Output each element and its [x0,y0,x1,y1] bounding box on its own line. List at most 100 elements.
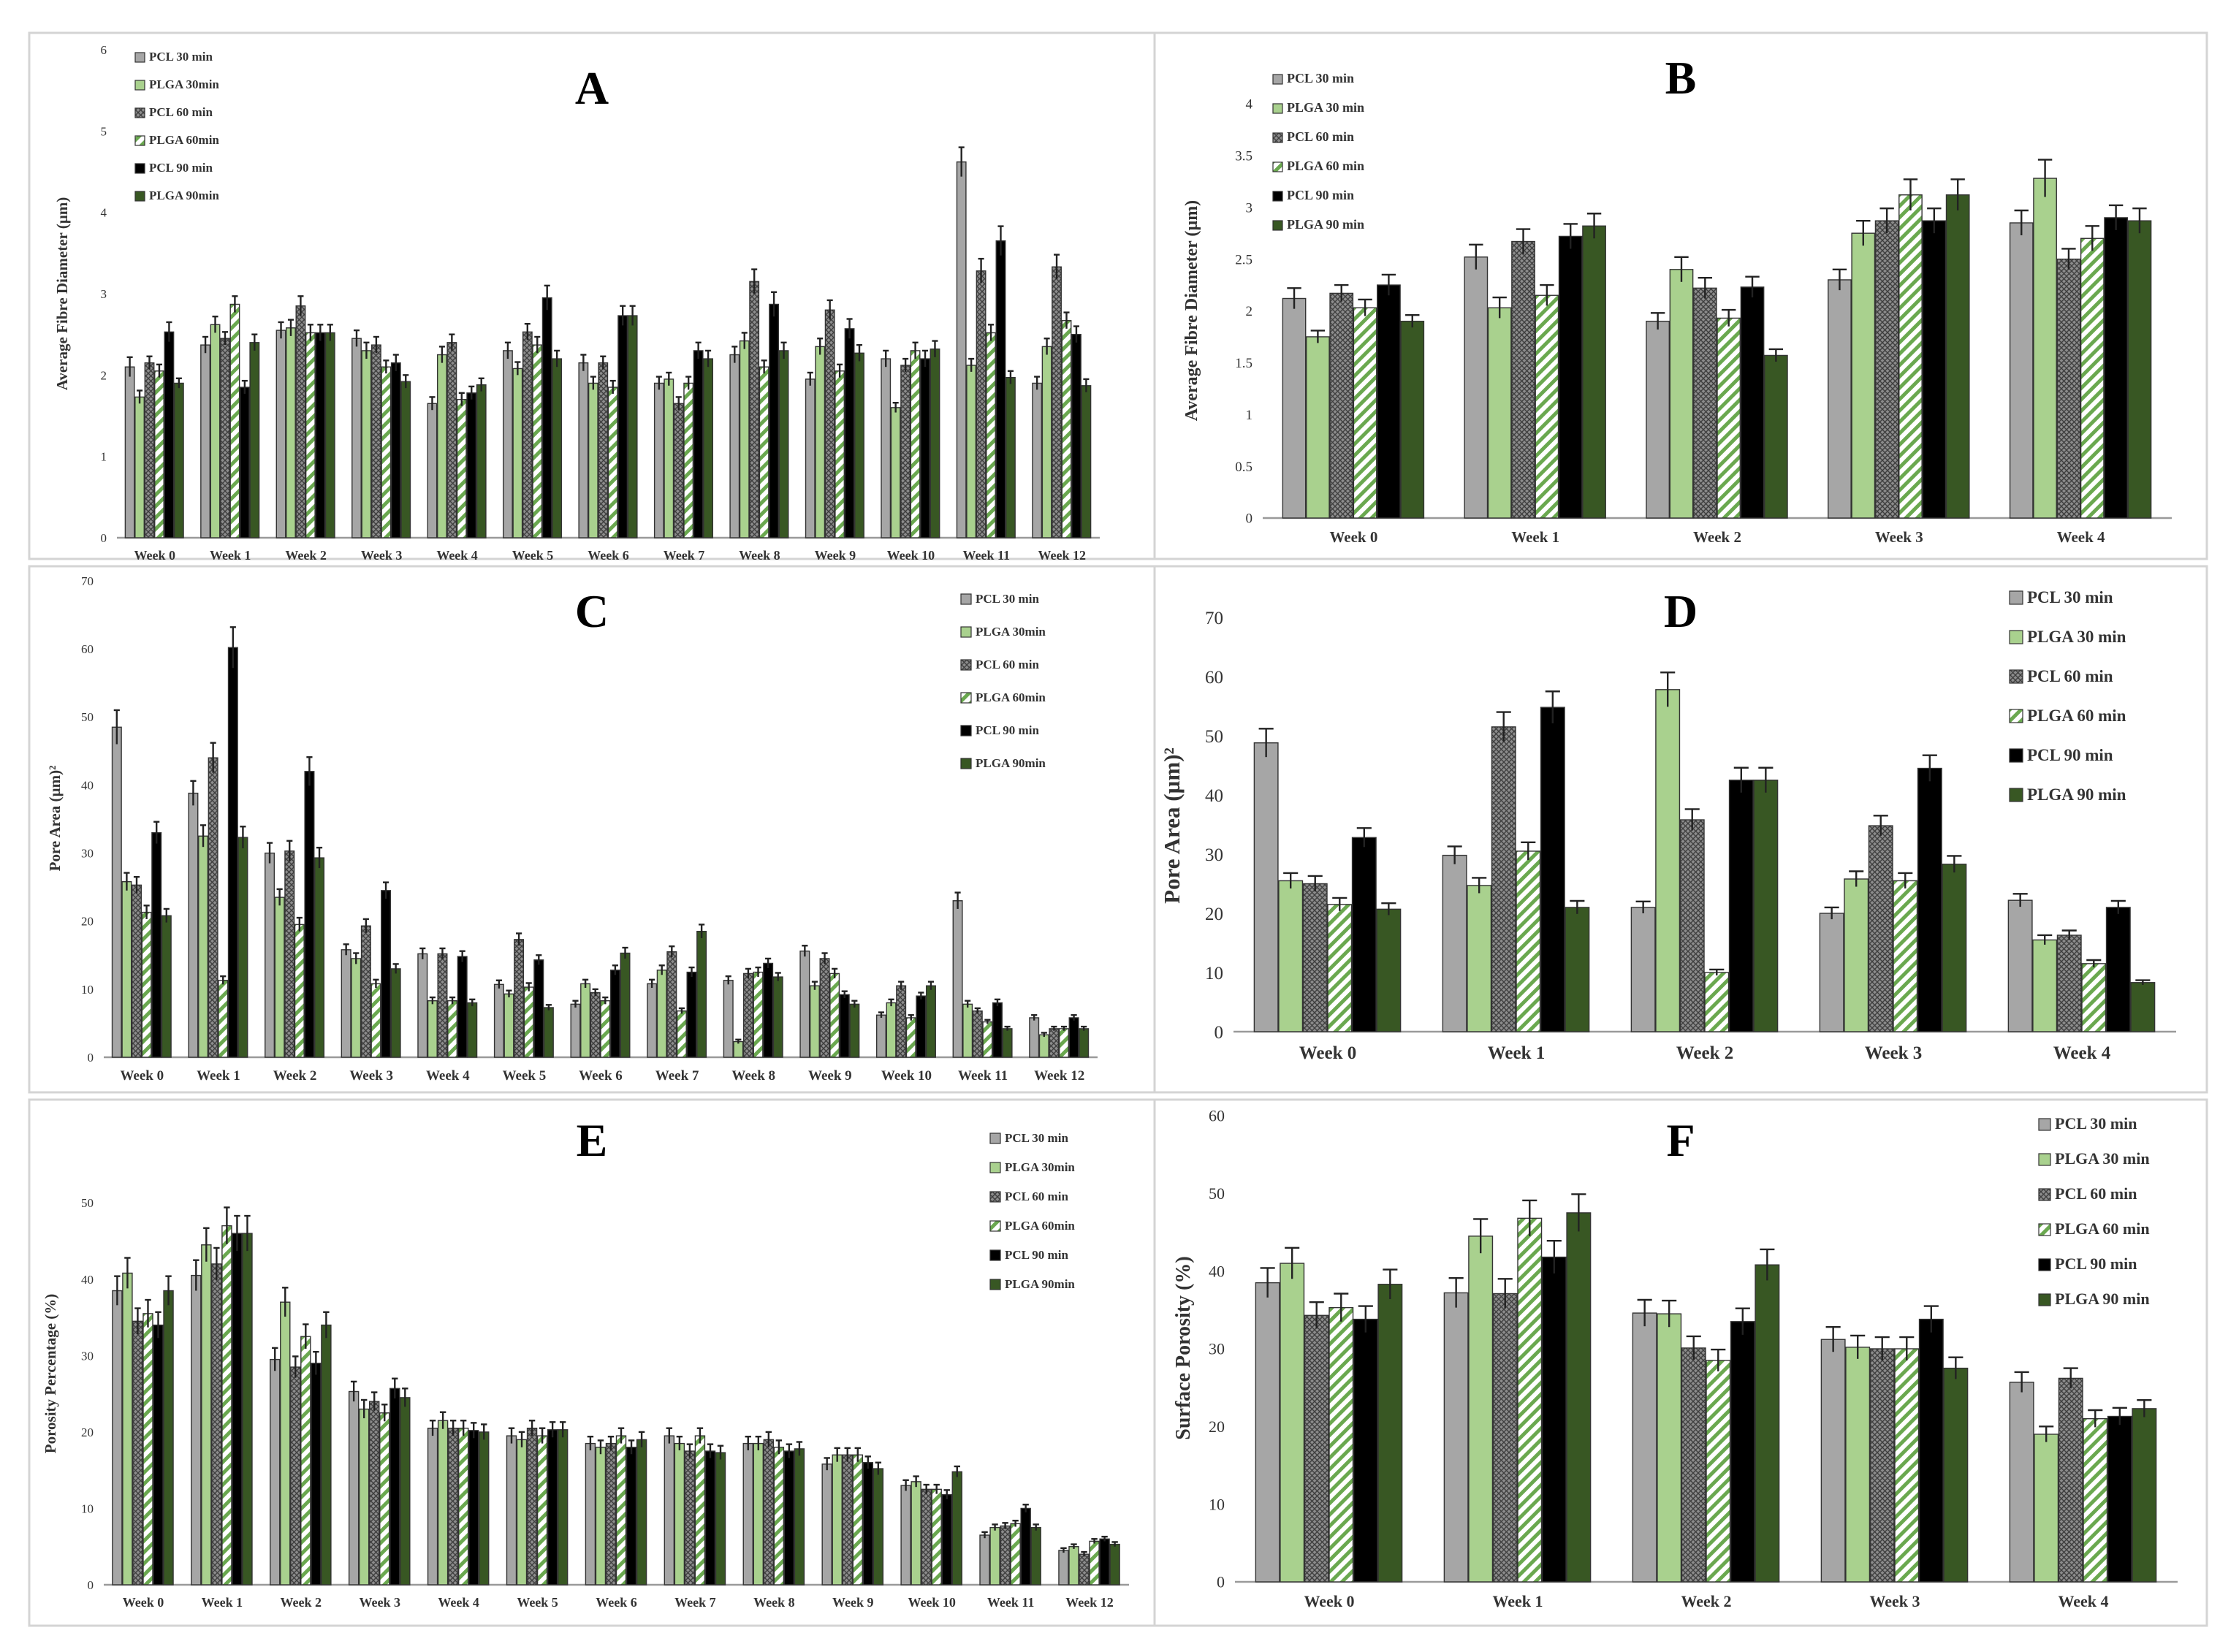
bar-pcl60-1 [1511,240,1535,519]
bar-plga30-5 [516,1439,528,1586]
y-tick-label: 30 [1205,845,1223,865]
legend-label: PLGA 30 min [2055,1149,2150,1168]
panel-title: E [577,1114,608,1166]
bar-pcl90-7 [704,1450,716,1586]
bar-pcl60-6 [598,362,609,538]
bar-pcl90-7 [686,971,697,1058]
bar-plga90-11 [1006,376,1016,538]
bar-plga60-1 [1535,294,1559,519]
bar-pcl60-9 [819,958,830,1058]
y-tick-label: 0 [1246,511,1253,527]
bar-pcl30-7 [647,983,658,1058]
bar-plga30-9 [809,985,820,1058]
y-tick-label: 10 [81,1501,94,1515]
chart-panel-b: 0 0.5 1 1.5 2 2.5 3 3.5 4 Average Fibre Diameter … [1153,31,2208,560]
x-tick-label: Week 10 [908,1595,956,1610]
bar-pcl60-1 [1492,1293,1518,1583]
panel-title: D [1664,585,1698,637]
x-tick-label: Week 5 [503,1068,547,1084]
y-tick-label: 60 [81,642,94,656]
legend-swatch-plga60 [960,692,972,704]
panel-title: C [575,585,609,637]
y-tick-label: 20 [81,915,94,929]
bar-plga60-0 [1353,307,1377,519]
x-tick-label: Week 10 [881,1068,932,1084]
bar-plga60-4 [457,1427,469,1586]
x-tick-label: Week 9 [832,1595,874,1610]
bar-pcl60-0 [1304,1314,1329,1583]
legend: PCL 30 min PLGA 30min PCL 60 min PLGA 60min… [960,592,1046,770]
bar-pcl30-12 [1029,1017,1040,1058]
x-tick-label: Week 5 [512,548,554,563]
bar-pcl90-3 [390,362,401,538]
bar-plga60-3 [379,1412,390,1586]
y-tick-label: 20 [1209,1417,1225,1436]
y-tick-label: 40 [1209,1262,1225,1280]
legend-label: PLGA 60min [976,690,1046,704]
bar-plga90-3 [390,968,401,1058]
bar-pcl90-10 [916,995,927,1058]
legend-swatch-pcl60 [1272,132,1283,143]
bar-pcl90-9 [839,994,850,1058]
bar-plga60-10 [931,1488,942,1586]
chart-panel-c: 0 10 20 30 40 50 60 70 Pore Area (µm)² C Week 0 Wee… [28,565,1156,1094]
x-tick-label: Week 2 [281,1595,322,1610]
bar-pcl60-4 [2056,258,2081,519]
bar-plga30-1 [1468,1236,1494,1583]
legend-swatch-pcl90 [989,1249,1001,1261]
legend-swatch-pcl60 [2038,1188,2051,1201]
x-tick-label: Week 8 [739,548,780,563]
bar-plga60-1 [229,303,240,538]
legend: PCL 30 min PLGA 30 min PCL 60 min PLGA 60 m… [1272,71,1364,232]
bar-plga90-0 [173,382,184,538]
bar-plga30-2 [1655,689,1681,1032]
bar-pcl60-4 [437,953,448,1058]
bar-plga60-3 [1898,194,1923,519]
bar-plga60-5 [536,1435,548,1586]
bar-plga60-8 [759,366,769,538]
bar-pcl30-9 [821,1463,832,1586]
bar-plga90-12 [1109,1543,1120,1586]
bar-pcl30-9 [805,378,816,538]
bar-plga90-3 [1943,1367,1969,1583]
bar-plga90-9 [873,1468,884,1586]
bar-pcl30-6 [585,1442,596,1586]
bar-plga30-0 [1306,336,1330,519]
legend-label: PLGA 90min [1005,1277,1075,1291]
bar-pcl60-3 [370,344,381,538]
bar-plga90-1 [249,342,260,538]
x-tick-label: Week 11 [958,1068,1008,1084]
bar-pcl30-3 [348,1390,360,1586]
bar-plga30-10 [911,1481,921,1586]
bar-plga90-9 [854,352,864,538]
bar-plga60-4 [447,1000,458,1058]
legend-swatch-plga60 [989,1220,1001,1232]
y-tick-label: 60 [1205,668,1223,688]
legend-label: PLGA 90 min [2055,1290,2150,1308]
x-tick-label: Week 10 [887,548,935,563]
bar-plga30-0 [1280,1263,1305,1583]
bar-pcl60-8 [742,972,753,1058]
panel-title: B [1665,52,1697,104]
y-tick-label: 5 [101,124,107,138]
bar-plga90-3 [400,381,411,538]
legend-label: PCL 60 min [2027,667,2113,685]
y-tick-label: 4 [1246,97,1253,113]
bar-plga30-6 [580,983,591,1058]
bar-plga90-4 [467,1002,478,1058]
bar-plga60-6 [615,1435,627,1586]
bar-pcl90-4 [466,392,477,538]
bar-plga90-6 [636,1439,647,1586]
chart-panel-e: 0 10 20 30 40 50 Porosity Percentage (%) E Week … [28,1098,1156,1627]
y-tick-label: 60 [1209,1107,1225,1125]
bar-plga30-2 [280,1301,291,1586]
bar-plga60-12 [1089,1540,1100,1586]
bar-plga60-4 [2083,1417,2108,1583]
legend-swatch-pcl30 [960,593,972,605]
bar-plga90-12 [1079,1028,1090,1058]
bar-plga60-4 [2081,963,2107,1032]
y-tick-label: 40 [81,778,94,792]
bar-plga30-7 [656,970,667,1058]
bar-pcl30-5 [506,1435,517,1586]
bar-plga60-5 [532,344,543,538]
